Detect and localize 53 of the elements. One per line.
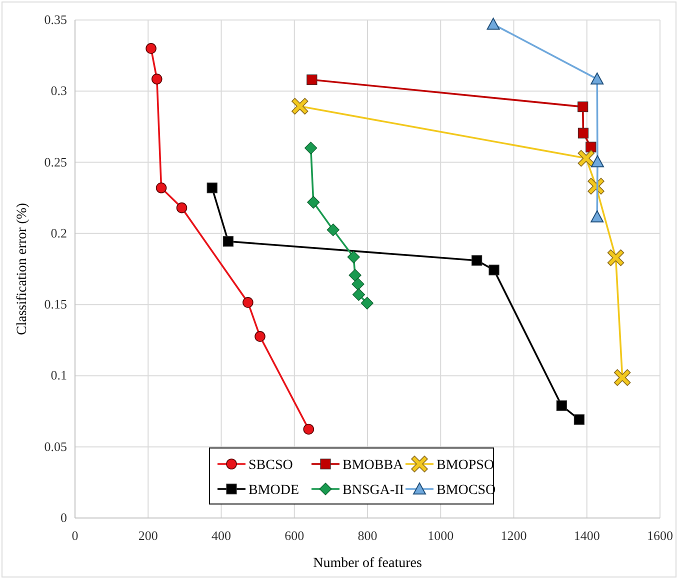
point (254, 331, 266, 342)
point (578, 101, 588, 112)
legend-label: BMODE (248, 483, 300, 498)
x-tick-label: 1000 (428, 528, 454, 543)
point (574, 414, 584, 425)
point (586, 142, 596, 152)
point (152, 74, 162, 84)
point (206, 182, 218, 194)
y-tick-label: 0.3 (50, 83, 67, 98)
point (222, 236, 234, 247)
point (347, 250, 360, 264)
point (352, 288, 366, 301)
x-tick-label: 1200 (500, 528, 527, 543)
legend-label: BMOBBA (342, 458, 404, 473)
point (590, 210, 604, 222)
legend-label: BNSGA-II (342, 483, 404, 498)
x-tick-label: 0 (72, 528, 78, 543)
point (556, 400, 567, 411)
y-tick-label: 0.25 (44, 154, 67, 170)
point (307, 196, 320, 209)
point (578, 128, 589, 138)
legend-label: SBCSO (248, 458, 293, 473)
point (352, 278, 364, 290)
point (306, 74, 318, 86)
y-tick-label: 0.1 (50, 368, 67, 383)
point (486, 18, 500, 30)
point (303, 424, 314, 435)
y-tick-label: 0.2 (50, 225, 67, 240)
x-tick-label: 400 (212, 528, 231, 543)
x-tick-label: 1600 (647, 528, 673, 543)
point (360, 296, 374, 310)
y-tick-label: 0 (60, 510, 67, 525)
x-tick-label: 200 (138, 528, 158, 543)
point (176, 202, 188, 214)
x-axis-title: Number of features (313, 556, 422, 571)
point (590, 155, 604, 168)
point (488, 264, 500, 276)
y-tick-label: 0.15 (44, 296, 67, 312)
y-tick-label: 0.05 (44, 438, 67, 454)
x-tick-label: 1400 (574, 528, 600, 543)
x-tick-label: 600 (284, 528, 304, 543)
legend-label: BMOPSO (436, 458, 494, 473)
point (242, 297, 254, 308)
point (326, 224, 340, 236)
y-axis-title: Classification error (%) (15, 202, 30, 336)
point (590, 72, 604, 85)
y-tick-label: 0.35 (44, 12, 67, 27)
point (348, 268, 362, 282)
point (472, 255, 482, 266)
point (146, 43, 156, 54)
x-tick-label: 800 (358, 528, 378, 543)
point (156, 182, 167, 194)
point (304, 142, 318, 154)
